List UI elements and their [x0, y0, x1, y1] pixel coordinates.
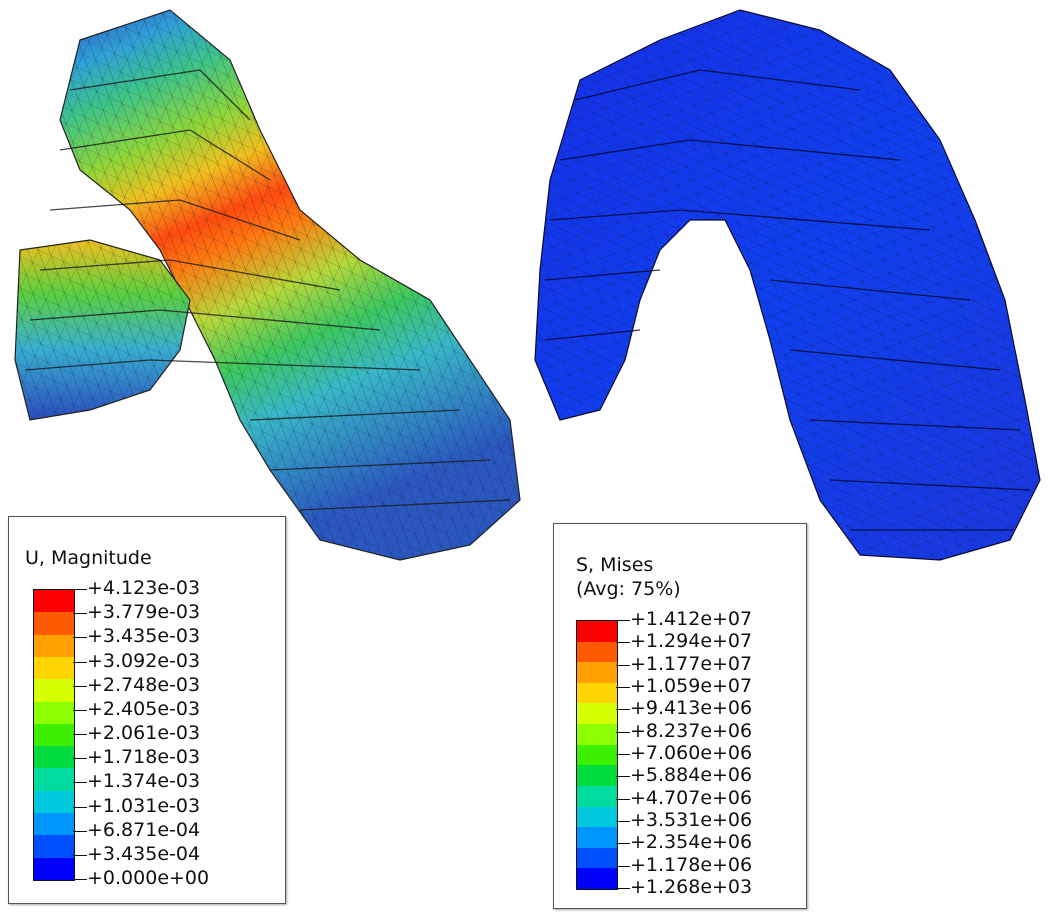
scale-value-label: +1.031e-03 [87, 794, 201, 817]
color-swatch [577, 641, 617, 663]
color-swatch [577, 827, 617, 848]
scale-tick [616, 731, 630, 733]
color-swatch [577, 703, 617, 725]
color-scale-bar [576, 620, 618, 890]
color-swatch [34, 768, 74, 791]
color-scale-bar [33, 589, 75, 881]
color-swatch [34, 634, 74, 657]
scale-tick [73, 758, 87, 760]
color-swatch [577, 621, 617, 642]
displacement-legend: U, Magnitude +4.123e-03 +3.779e-03 +3.435e… [8, 516, 286, 904]
color-swatch [34, 656, 74, 680]
scale-value-label: +3.531e+06 [630, 809, 753, 831]
scale-tick [73, 854, 87, 856]
color-swatch [34, 701, 74, 724]
scale-value-label: +3.779e-03 [87, 601, 201, 624]
scale-value-label: +2.405e-03 [87, 697, 201, 720]
scale-value-label: +0.000e+00 [87, 867, 210, 889]
scale-value-label: +1.718e-03 [87, 746, 201, 769]
color-swatch [577, 868, 617, 889]
color-swatch [34, 590, 74, 613]
scale-tick [616, 888, 630, 889]
stress-legend: S, Mises (Avg: 75%) +1.412e+07 +1.294e+07… [553, 523, 807, 909]
color-swatch [577, 806, 617, 828]
scale-tick [73, 734, 87, 735]
scale-tick [73, 613, 87, 615]
scale-tick [73, 709, 87, 711]
scale-value-label: +1.177e+07 [630, 652, 753, 675]
scale-value-label: +8.237e+06 [630, 719, 753, 742]
scale-tick [616, 620, 630, 621]
scale-tick [616, 687, 630, 688]
scale-tick [616, 776, 630, 778]
color-swatch [34, 857, 74, 880]
scale-tick [73, 589, 87, 590]
scale-value-label: +5.884e+06 [630, 764, 753, 787]
scale-value-label: +2.748e-03 [87, 673, 201, 696]
legend-title: S, Mises [576, 554, 654, 576]
color-swatch [34, 612, 74, 635]
scale-value-label: +1.059e+07 [630, 675, 753, 697]
scale-tick [616, 754, 630, 755]
color-swatch [34, 835, 74, 858]
scale-tick [73, 685, 87, 687]
scale-value-label: +4.707e+06 [630, 786, 753, 809]
scale-tick [616, 709, 630, 711]
scale-tick [616, 821, 630, 822]
legend-subtitle: (Avg: 75%) [576, 578, 681, 600]
color-swatch [34, 723, 74, 747]
scale-tick [73, 637, 87, 639]
scale-value-label: +1.268e+03 [630, 876, 753, 898]
scale-value-label: +7.060e+06 [630, 742, 753, 764]
color-swatch [577, 662, 617, 683]
scale-tick [616, 843, 630, 845]
scale-value-label: +2.061e-03 [87, 722, 201, 744]
scale-tick [616, 664, 630, 666]
scale-value-label: +3.435e-03 [87, 625, 201, 648]
scale-value-label: +4.123e-03 [87, 577, 201, 599]
color-swatch [577, 765, 617, 786]
color-swatch [577, 785, 617, 807]
scale-value-label: +6.871e-04 [87, 818, 201, 841]
scale-tick [73, 661, 87, 663]
color-swatch [577, 724, 617, 745]
scale-tick [73, 806, 87, 808]
scale-tick [73, 879, 87, 880]
scale-tick [616, 798, 630, 800]
legend-title: U, Magnitude [25, 547, 152, 569]
scale-value-label: +1.294e+07 [630, 630, 753, 653]
color-swatch [577, 682, 617, 704]
scale-value-label: +9.413e+06 [630, 697, 753, 720]
scale-value-label: +3.435e-04 [87, 842, 201, 865]
color-swatch [34, 746, 74, 769]
scale-tick [73, 782, 87, 784]
scale-value-label: +2.354e+06 [630, 831, 753, 854]
scale-value-label: +1.412e+07 [630, 608, 753, 630]
color-swatch [577, 744, 617, 766]
color-swatch [577, 847, 617, 869]
scale-value-label: +1.178e+06 [630, 853, 753, 876]
color-swatch [34, 813, 74, 836]
scale-tick [616, 865, 630, 867]
scale-value-label: +1.374e-03 [87, 770, 201, 793]
scale-value-label: +3.092e-03 [87, 649, 201, 672]
scale-tick [616, 642, 630, 644]
color-swatch [34, 679, 74, 702]
scale-tick [73, 830, 87, 832]
color-swatch [34, 790, 74, 814]
